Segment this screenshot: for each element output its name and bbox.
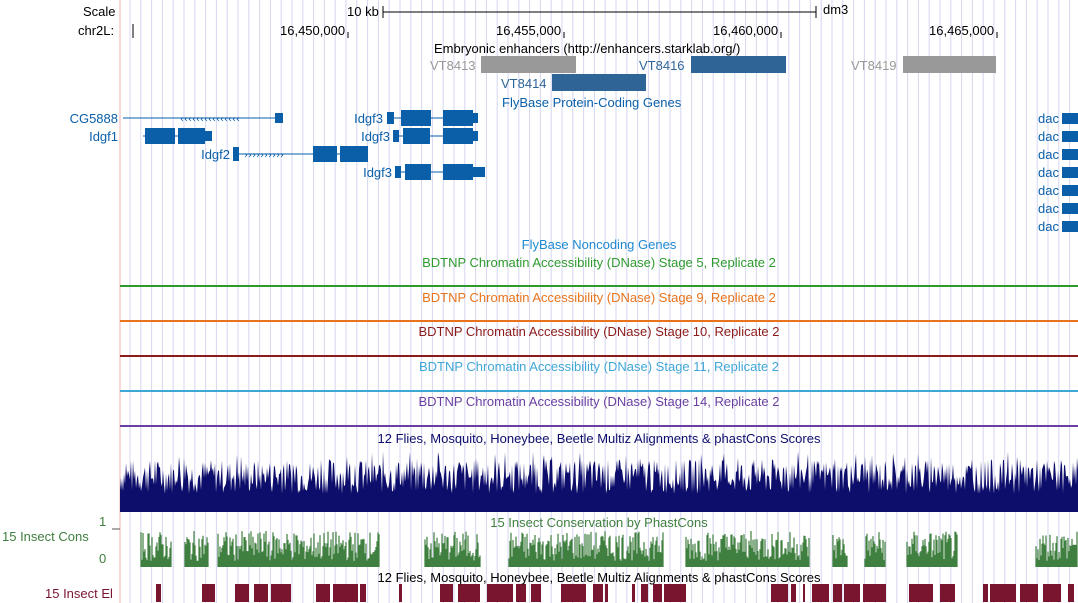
gene-dac-blocks[interactable] <box>1062 113 1078 232</box>
enhancer-label-vt8413[interactable]: VT8413 <box>430 58 476 73</box>
gene-label-idgf1[interactable]: Idgf1 <box>89 129 118 144</box>
gene-label-dac[interactable]: dac <box>1038 183 1059 198</box>
position-label: 16,465,000 <box>929 23 995 38</box>
dnase-stage11-title[interactable]: BDTNP Chromatin Accessibility (DNase) St… <box>418 359 780 374</box>
gene-label-dac[interactable]: dac <box>1038 165 1059 180</box>
enhancer-vt8413-block[interactable] <box>481 56 576 73</box>
phastcons-track-title[interactable]: 15 Insect Conservation by PhastCons <box>490 515 708 530</box>
assembly-label: dm3 <box>823 2 849 17</box>
svg-text:‹‹‹‹‹‹‹‹‹‹‹‹‹‹‹: ‹‹‹‹‹‹‹‹‹‹‹‹‹‹‹ <box>180 114 240 125</box>
position-label: 16,450,000 <box>280 23 346 38</box>
multiz-signal[interactable] <box>120 451 1078 512</box>
gene-idgf2[interactable]: ›››››››››› <box>233 146 368 162</box>
position-label: 16,460,000 <box>713 23 779 38</box>
multiz-track-title[interactable]: 12 Flies, Mosquito, Honeybee, Beetle Mul… <box>377 431 821 446</box>
dnase-stage5-title[interactable]: BDTNP Chromatin Accessibility (DNase) St… <box>422 255 776 270</box>
elements-track-title[interactable]: 12 Flies, Mosquito, Honeybee, Beetle Mul… <box>377 570 821 585</box>
gene-idgf1[interactable] <box>143 128 212 144</box>
phastcons-signal[interactable] <box>140 531 1078 567</box>
phastcons-min-label: 0 <box>99 551 107 566</box>
scale-value: 10 kb <box>347 4 379 19</box>
gene-label-dac[interactable]: dac <box>1038 129 1059 144</box>
gene-cg5888[interactable]: ‹‹‹‹‹‹‹‹‹‹‹‹‹‹‹ <box>123 113 283 125</box>
gene-label-dac[interactable]: dac <box>1038 147 1059 162</box>
chrom-label: chr2L: <box>78 23 115 38</box>
dnase-stage9-title[interactable]: BDTNP Chromatin Accessibility (DNase) St… <box>422 290 776 305</box>
gene-label-dac[interactable]: dac <box>1038 201 1059 216</box>
enhancer-track[interactable] <box>481 56 996 91</box>
enhancer-label-vt8419[interactable]: VT8419 <box>851 58 897 73</box>
enhancer-label-vt8414[interactable]: VT8414 <box>501 76 547 91</box>
ruler-track[interactable] <box>132 6 998 38</box>
enhancer-track-title[interactable]: Embryonic enhancers (http://enhancers.st… <box>434 41 741 56</box>
dnase-stage10-title[interactable]: BDTNP Chromatin Accessibility (DNase) St… <box>418 324 780 339</box>
phastcons-max-label: 1 <box>99 514 107 529</box>
gene-label-cg5888[interactable]: CG5888 <box>69 111 118 126</box>
gene-idgf3-1[interactable] <box>387 110 478 126</box>
gene-label-idgf2[interactable]: Idgf2 <box>201 147 230 162</box>
enhancer-vt8414-block[interactable] <box>552 74 646 91</box>
elements-side-label[interactable]: 15 Insect El <box>45 586 113 601</box>
gene-label-idgf3[interactable]: Idgf3 <box>361 129 390 144</box>
gene-label-idgf3[interactable]: Idgf3 <box>363 165 392 180</box>
flybase-coding-track-title[interactable]: FlyBase Protein-Coding Genes <box>502 95 682 110</box>
svg-text:››››››››››: ›››››››››› <box>244 150 284 161</box>
enhancer-label-vt8416[interactable]: VT8416 <box>639 58 685 73</box>
dnase-baselines <box>120 285 1078 427</box>
enhancer-vt8416-block[interactable] <box>691 56 786 73</box>
dnase-stage14-title[interactable]: BDTNP Chromatin Accessibility (DNase) St… <box>418 394 780 409</box>
enhancer-vt8419-block[interactable] <box>903 56 996 73</box>
position-label: 16,455,000 <box>496 23 562 38</box>
scale-label: Scale <box>83 4 116 19</box>
insect-elements-signal[interactable] <box>156 584 1074 602</box>
gene-idgf3-2[interactable] <box>393 128 478 144</box>
gene-label-idgf3[interactable]: Idgf3 <box>354 111 383 126</box>
gene-idgf3-3[interactable] <box>395 164 485 180</box>
flybase-noncoding-track-title[interactable]: FlyBase Noncoding Genes <box>521 237 677 252</box>
gene-label-dac[interactable]: dac <box>1038 111 1059 126</box>
protein-coding-genes-track[interactable]: ‹‹‹‹‹‹‹‹‹‹‹‹‹‹‹ ›››››››››› <box>123 110 1078 232</box>
phastcons-side-label[interactable]: 15 Insect Cons <box>2 529 89 544</box>
gene-label-dac[interactable]: dac <box>1038 219 1059 234</box>
